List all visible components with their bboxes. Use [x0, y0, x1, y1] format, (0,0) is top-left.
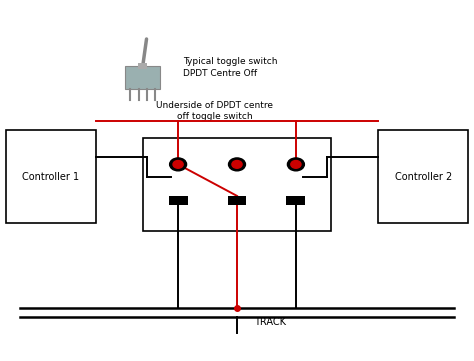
Bar — [125, 66, 160, 89]
Circle shape — [291, 161, 301, 168]
Text: Underside of DPDT centre
off toggle switch: Underside of DPDT centre off toggle swit… — [156, 101, 273, 121]
Text: Controller 1: Controller 1 — [22, 172, 80, 182]
Bar — [286, 196, 305, 204]
Bar — [169, 196, 188, 204]
Bar — [6, 130, 96, 223]
Circle shape — [232, 161, 242, 168]
Text: Controller 2: Controller 2 — [394, 172, 452, 182]
Bar — [143, 138, 331, 231]
Bar — [228, 196, 246, 204]
Text: TRACK: TRACK — [254, 317, 286, 327]
Bar — [378, 130, 468, 223]
Circle shape — [173, 161, 183, 168]
Circle shape — [228, 158, 246, 171]
Circle shape — [170, 158, 187, 171]
Text: Typical toggle switch
DPDT Centre Off: Typical toggle switch DPDT Centre Off — [183, 57, 277, 78]
Circle shape — [287, 158, 304, 171]
Bar — [138, 63, 147, 69]
